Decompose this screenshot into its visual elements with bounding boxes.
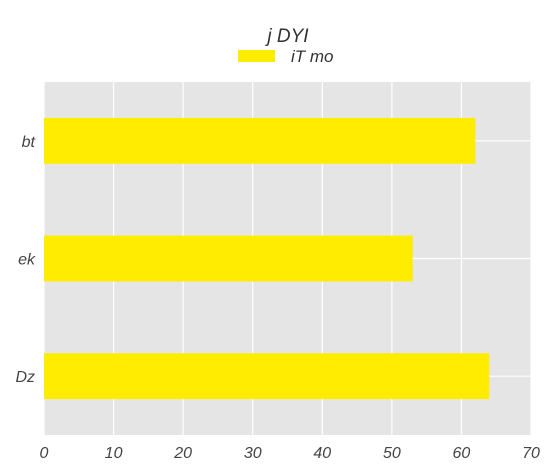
x-tick-labels: 0 10 20 30 40 50 60 70 <box>40 445 540 462</box>
y-tick-labels: bt ek Dz <box>15 134 36 386</box>
x-tick-label-7: 70 <box>522 445 540 462</box>
x-tick-label-2: 20 <box>173 445 192 462</box>
y-tick-label-bt: bt <box>22 134 36 151</box>
x-tick-label-1: 10 <box>105 445 123 462</box>
x-tick-label-5: 50 <box>383 445 401 462</box>
bar-Dz <box>44 353 490 400</box>
x-tick-label-4: 40 <box>313 445 331 462</box>
y-tick-label-Dz: Dz <box>15 369 35 386</box>
x-tick-label-3: 30 <box>244 445 262 462</box>
x-tick-label-6: 60 <box>453 445 471 462</box>
bar-bt <box>44 117 476 164</box>
chart-title: j DYI <box>264 26 309 47</box>
y-tick-label-ek: ek <box>18 252 36 269</box>
legend: iT mo <box>238 47 334 66</box>
bars <box>44 117 490 400</box>
legend-swatch <box>238 50 275 62</box>
legend-label: iT mo <box>291 47 334 66</box>
bar-ek <box>44 235 413 282</box>
x-tick-label-0: 0 <box>40 445 49 462</box>
